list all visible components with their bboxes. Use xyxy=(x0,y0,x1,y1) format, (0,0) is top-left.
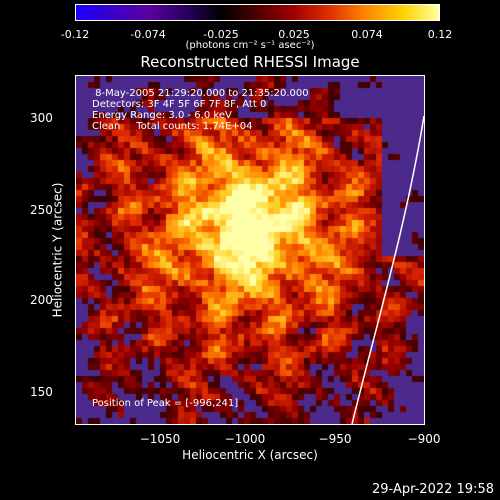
colorbar-tick: 0.12 xyxy=(427,28,453,41)
rhessi-image: 8-May-2005 21:29:20.000 to 21:35:20.000 … xyxy=(75,75,425,425)
info-counts: Clean Total counts: 1.74E+04 xyxy=(92,121,253,132)
x-tick: −1050 xyxy=(139,432,181,446)
info-detectors: Detectors: 3F 4F 5F 6F 7F 8F, Att 0 xyxy=(92,99,267,110)
colorbar-tick: -0.025 xyxy=(203,28,239,41)
x-tick: −950 xyxy=(318,432,352,446)
y-tick: 200 xyxy=(30,293,53,307)
colorbar-tick: 0.074 xyxy=(351,28,383,41)
info-energy: Energy Range: 3.0 - 6.0 keV xyxy=(92,110,232,121)
y-tick: 150 xyxy=(30,385,53,399)
y-tick: 250 xyxy=(30,203,53,217)
footer-date: 29-Apr-2022 19:58 xyxy=(372,482,494,497)
x-tick: −900 xyxy=(407,432,441,446)
colorbar xyxy=(75,4,440,21)
colorbar-tick: -0.12 xyxy=(60,28,90,41)
colorbar-tick: 0.025 xyxy=(278,28,310,41)
plot-title: Reconstructed RHESSI Image xyxy=(140,53,360,71)
colorbar-units: (photons cm⁻² s⁻¹ asec⁻²) xyxy=(185,40,315,51)
x-tick: −1000 xyxy=(224,432,266,446)
y-axis-label: Heliocentric Y (arcsec) xyxy=(50,182,65,318)
x-axis-label: Heliocentric X (arcsec) xyxy=(182,448,318,462)
info-time: 8-May-2005 21:29:20.000 to 21:35:20.000 xyxy=(92,88,309,99)
peak-position: Position of Peak = [-996,241] xyxy=(92,398,239,409)
colorbar-tick: -0.074 xyxy=(130,28,166,41)
y-tick: 300 xyxy=(30,111,53,125)
solar-limb xyxy=(351,115,424,424)
